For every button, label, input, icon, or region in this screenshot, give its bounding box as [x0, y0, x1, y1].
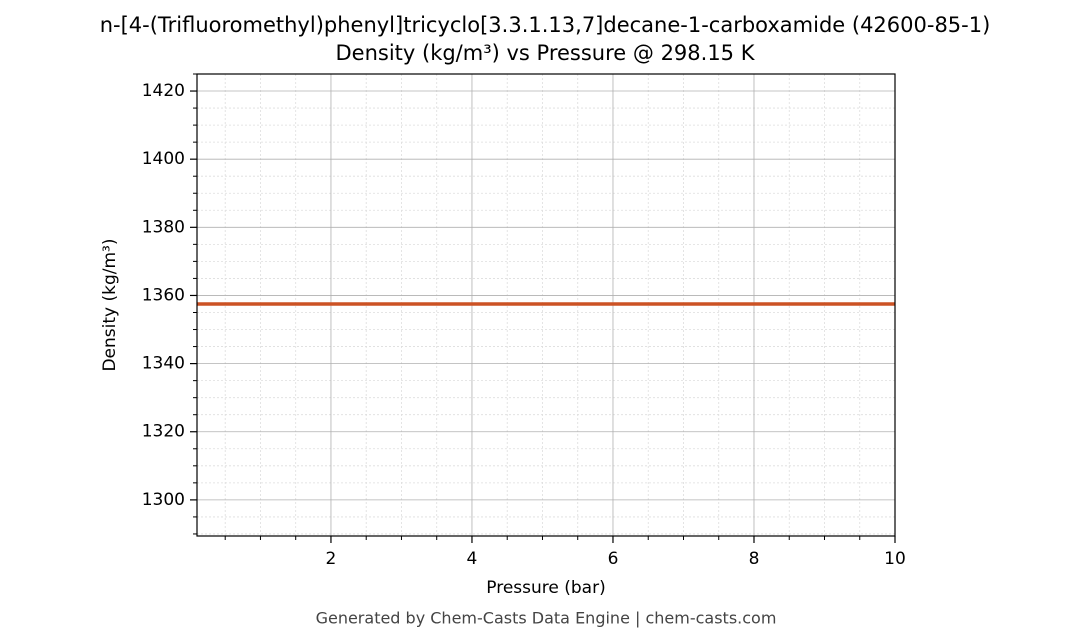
y-tick-label: 1340	[142, 354, 185, 374]
y-axis-label: Density (kg/m³)	[100, 238, 120, 371]
x-tick-label: 4	[467, 549, 478, 569]
chart-subtitle: Density (kg/m³) vs Pressure @ 298.15 K	[335, 41, 755, 65]
y-tick-label: 1360	[142, 285, 185, 305]
footer: Generated by Chem-Casts Data Engine | ch…	[316, 609, 777, 628]
x-tick-label: 2	[326, 549, 337, 569]
y-tick-label: 1420	[142, 81, 185, 101]
y-tick-label: 1320	[142, 422, 185, 442]
chart-title: n-[4-(Trifluoromethyl)phenyl]tricyclo[3.…	[100, 13, 991, 37]
x-axis-label: Pressure (bar)	[486, 578, 605, 598]
plot-frame	[196, 73, 896, 537]
x-tick-label: 6	[608, 549, 619, 569]
y-tick-label: 1380	[142, 217, 185, 237]
y-tick-label: 1300	[142, 490, 185, 510]
y-tick-label: 1400	[142, 149, 185, 169]
x-tick-label: 10	[884, 549, 906, 569]
x-tick-label: 8	[749, 549, 760, 569]
